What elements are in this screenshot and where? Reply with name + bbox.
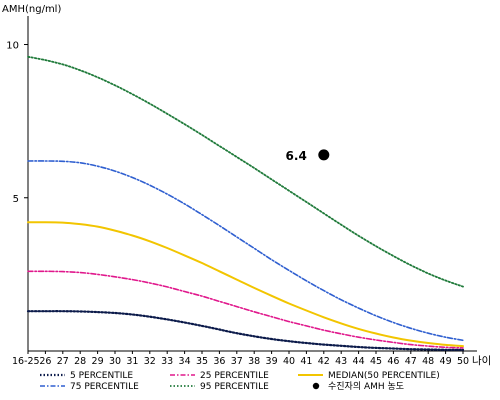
x-tick-label: 16-25 [12, 356, 40, 367]
x-tick-label: 27 [57, 356, 69, 367]
x-tick-label: 40 [283, 356, 295, 367]
series-line-p95 [27, 55, 464, 288]
x-tick-label: 28 [74, 356, 86, 367]
x-tick-label: 38 [248, 356, 260, 367]
y-tick-label: 5 [13, 194, 19, 205]
legend-label-p75: 75 PERCENTILE [70, 382, 139, 392]
x-tick-label: 37 [231, 356, 243, 367]
series-line-p75 [27, 160, 464, 342]
legend-label-marker: 수진자의 AMH 농도 [328, 381, 404, 392]
x-tick-label: 44 [353, 356, 365, 367]
chart-legend: 5 PERCENTILE 25 PERCENTILE MEDIAN(50 PERCE… [40, 371, 440, 392]
patient-marker-group: 6.4 [286, 149, 330, 163]
patient-amh-marker [318, 149, 330, 161]
chart-axes: AMH(ng/ml) 5 10 16-25 26 27 28 29 30 31 32 33 34 35 36… [2, 4, 491, 367]
legend-swatch-marker [312, 382, 320, 390]
series-line-p25 [27, 270, 464, 349]
legend-label-p95: 95 PERCENTILE [200, 382, 269, 392]
x-tick-label: 31 [126, 356, 138, 367]
x-tick-label: 33 [161, 356, 173, 367]
y-tick-label: 10 [6, 41, 19, 52]
series-lines [26, 55, 465, 351]
x-tick-label: 42 [318, 356, 330, 367]
x-tick-label: 39 [266, 356, 278, 367]
x-tick-label: 46 [387, 356, 399, 367]
series-line-p5 [26, 310, 465, 351]
x-axis-label: 나이 [472, 355, 491, 367]
x-tick-label: 30 [109, 356, 121, 367]
legend-label-p25: 25 PERCENTILE [200, 371, 269, 381]
legend-label-median: MEDIAN(50 PERCENTILE) [328, 371, 440, 381]
x-tick-label: 43 [335, 356, 347, 367]
x-tick-label: 47 [405, 356, 417, 367]
x-tick-label: 41 [300, 356, 312, 367]
series-line-median [27, 221, 464, 348]
x-tick-label: 26 [39, 356, 51, 367]
x-tick-label: 34 [179, 356, 191, 367]
x-tick-label: 49 [440, 356, 452, 367]
x-tick-label: 48 [422, 356, 434, 367]
x-tick-label: 29 [92, 356, 104, 367]
x-tick-label: 50 [457, 356, 469, 367]
x-tick-label: 36 [213, 356, 225, 367]
patient-amh-value-label: 6.4 [286, 149, 307, 163]
legend-label-p5: 5 PERCENTILE [70, 371, 133, 381]
x-tick-label: 45 [370, 356, 382, 367]
x-tick-label: 32 [144, 356, 156, 367]
x-tick-label: 35 [196, 356, 208, 367]
y-axis-label: AMH(ng/ml) [2, 4, 61, 15]
